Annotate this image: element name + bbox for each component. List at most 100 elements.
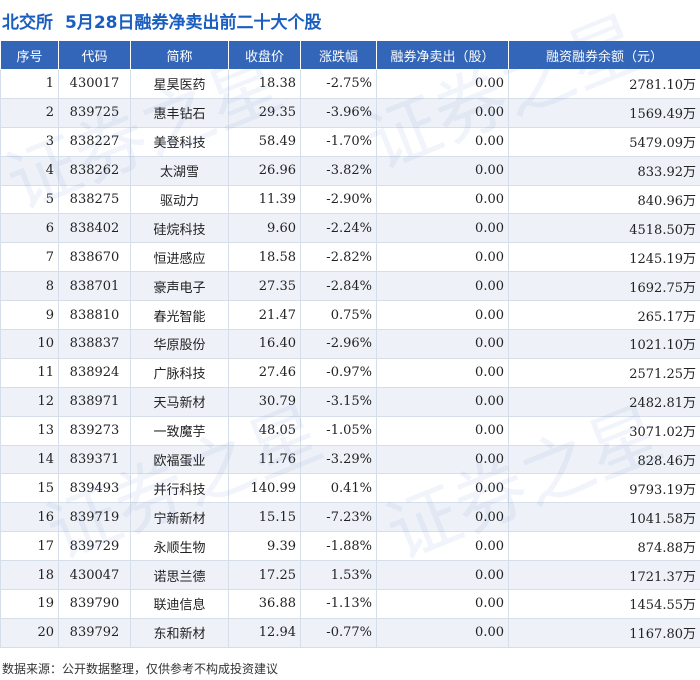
- price-change: -3.96%: [300, 97, 377, 128]
- net-short-sell: 0.00: [376, 126, 509, 157]
- row-index: 20: [0, 617, 59, 648]
- data-source-note: 数据来源：公开数据整理，仅供参考不构成投资建议: [2, 662, 279, 676]
- price-change: 0.75%: [300, 300, 377, 331]
- stock-code: 838924: [58, 357, 131, 388]
- table-row: 5 838275 驱动力 11.39 -2.90% 0.00 840.96万: [0, 184, 700, 215]
- close-price: 9.60: [228, 213, 301, 244]
- table-title: 5月28日融券净卖出前二十大个股: [65, 12, 322, 33]
- col-header-close: 收盘价: [228, 40, 301, 70]
- table-row: 19 839790 联迪信息 36.88 -1.13% 0.00 1454.55万: [0, 589, 700, 619]
- stock-name: 天马新材: [130, 386, 229, 417]
- row-index: 9: [0, 300, 59, 331]
- stock-name: 广脉科技: [130, 357, 229, 388]
- stock-name: 联迪信息: [130, 589, 229, 619]
- table-row: 3 838227 美登科技 58.49 -1.70% 0.00 5479.09万: [0, 126, 700, 157]
- margin-balance: 4518.50万: [508, 213, 700, 244]
- row-index: 5: [0, 184, 59, 215]
- close-price: 140.99: [228, 473, 301, 504]
- close-price: 18.38: [228, 69, 301, 99]
- table-row: 16 839719 宁新新材 15.15 -7.23% 0.00 1041.58万: [0, 502, 700, 533]
- close-price: 27.46: [228, 357, 301, 388]
- price-change: -0.97%: [300, 357, 377, 388]
- table-row: 12 838971 天马新材 30.79 -3.15% 0.00 2482.81万: [0, 386, 700, 417]
- net-short-sell: 0.00: [376, 473, 509, 504]
- close-price: 9.39: [228, 531, 301, 562]
- table-row: 2 839725 惠丰钻石 29.35 -3.96% 0.00 1569.49万: [0, 97, 700, 128]
- stock-code: 838971: [58, 386, 131, 417]
- price-change: -1.70%: [300, 126, 377, 157]
- table-row: 4 838262 太湖雪 26.96 -3.82% 0.00 833.92万: [0, 155, 700, 186]
- net-short-sell: 0.00: [376, 213, 509, 244]
- margin-balance: 1245.19万: [508, 242, 700, 273]
- row-index: 8: [0, 271, 59, 302]
- close-price: 12.94: [228, 617, 301, 648]
- stock-code: 839719: [58, 502, 131, 533]
- net-short-sell: 0.00: [376, 242, 509, 273]
- row-index: 16: [0, 502, 59, 533]
- close-price: 58.49: [228, 126, 301, 157]
- margin-balance: 1569.49万: [508, 97, 700, 128]
- table-header-row: 序号 代码 简称 收盘价 涨跌幅 融券净卖出（股） 融资融券余额（元）: [0, 40, 700, 70]
- price-change: -0.77%: [300, 617, 377, 648]
- table-row: 13 839273 一致魔芋 48.05 -1.05% 0.00 3071.02万: [0, 415, 700, 446]
- margin-balance: 840.96万: [508, 184, 700, 215]
- stock-code: 839371: [58, 444, 131, 475]
- col-header-name: 简称: [130, 40, 229, 70]
- close-price: 29.35: [228, 97, 301, 128]
- margin-balance: 265.17万: [508, 300, 700, 331]
- exchange-label: 北交所: [2, 12, 53, 33]
- stock-name: 永顺生物: [130, 531, 229, 562]
- net-short-sell: 0.00: [376, 155, 509, 186]
- table-row: 20 839792 东和新材 12.94 -0.77% 0.00 1167.80万: [0, 617, 700, 648]
- stock-name: 并行科技: [130, 473, 229, 504]
- row-index: 17: [0, 531, 59, 562]
- stock-name: 星昊医药: [130, 69, 229, 99]
- stock-name: 华原股份: [130, 329, 229, 359]
- col-header-net-short: 融券净卖出（股）: [376, 40, 509, 70]
- stock-code: 839729: [58, 531, 131, 562]
- net-short-sell: 0.00: [376, 329, 509, 359]
- price-change: -7.23%: [300, 502, 377, 533]
- stock-code: 839725: [58, 97, 131, 128]
- stock-code: 838227: [58, 126, 131, 157]
- price-change: -2.90%: [300, 184, 377, 215]
- stock-name: 欧福蛋业: [130, 444, 229, 475]
- row-index: 19: [0, 589, 59, 619]
- price-change: -1.88%: [300, 531, 377, 562]
- margin-balance: 1041.58万: [508, 502, 700, 533]
- row-index: 11: [0, 357, 59, 388]
- close-price: 26.96: [228, 155, 301, 186]
- price-change: -3.82%: [300, 155, 377, 186]
- net-short-sell: 0.00: [376, 386, 509, 417]
- price-change: -1.13%: [300, 589, 377, 619]
- table-row: 8 838701 豪声电子 27.35 -2.84% 0.00 1692.75万: [0, 271, 700, 302]
- stock-name: 宁新新材: [130, 502, 229, 533]
- table-row: 18 430047 诺思兰德 17.25 1.53% 0.00 1721.37万: [0, 560, 700, 591]
- net-short-sell: 0.00: [376, 300, 509, 331]
- row-index: 4: [0, 155, 59, 186]
- stock-name: 美登科技: [130, 126, 229, 157]
- stock-code: 839792: [58, 617, 131, 648]
- margin-balance: 1167.80万: [508, 617, 700, 648]
- row-index: 1: [0, 69, 59, 99]
- stock-name: 豪声电子: [130, 271, 229, 302]
- stock-code: 839273: [58, 415, 131, 446]
- stock-name: 东和新材: [130, 617, 229, 648]
- close-price: 11.39: [228, 184, 301, 215]
- close-price: 36.88: [228, 589, 301, 619]
- price-change: -2.82%: [300, 242, 377, 273]
- margin-balance: 828.46万: [508, 444, 700, 475]
- margin-balance: 3071.02万: [508, 415, 700, 446]
- net-short-sell: 0.00: [376, 69, 509, 99]
- stock-code: 839493: [58, 473, 131, 504]
- margin-balance: 5479.09万: [508, 126, 700, 157]
- net-short-sell: 0.00: [376, 415, 509, 446]
- close-price: 30.79: [228, 386, 301, 417]
- stock-code: 838670: [58, 242, 131, 273]
- margin-balance: 1721.37万: [508, 560, 700, 591]
- stock-code: 839790: [58, 589, 131, 619]
- close-price: 15.15: [228, 502, 301, 533]
- net-short-sell: 0.00: [376, 184, 509, 215]
- stock-name: 恒进感应: [130, 242, 229, 273]
- price-change: -2.24%: [300, 213, 377, 244]
